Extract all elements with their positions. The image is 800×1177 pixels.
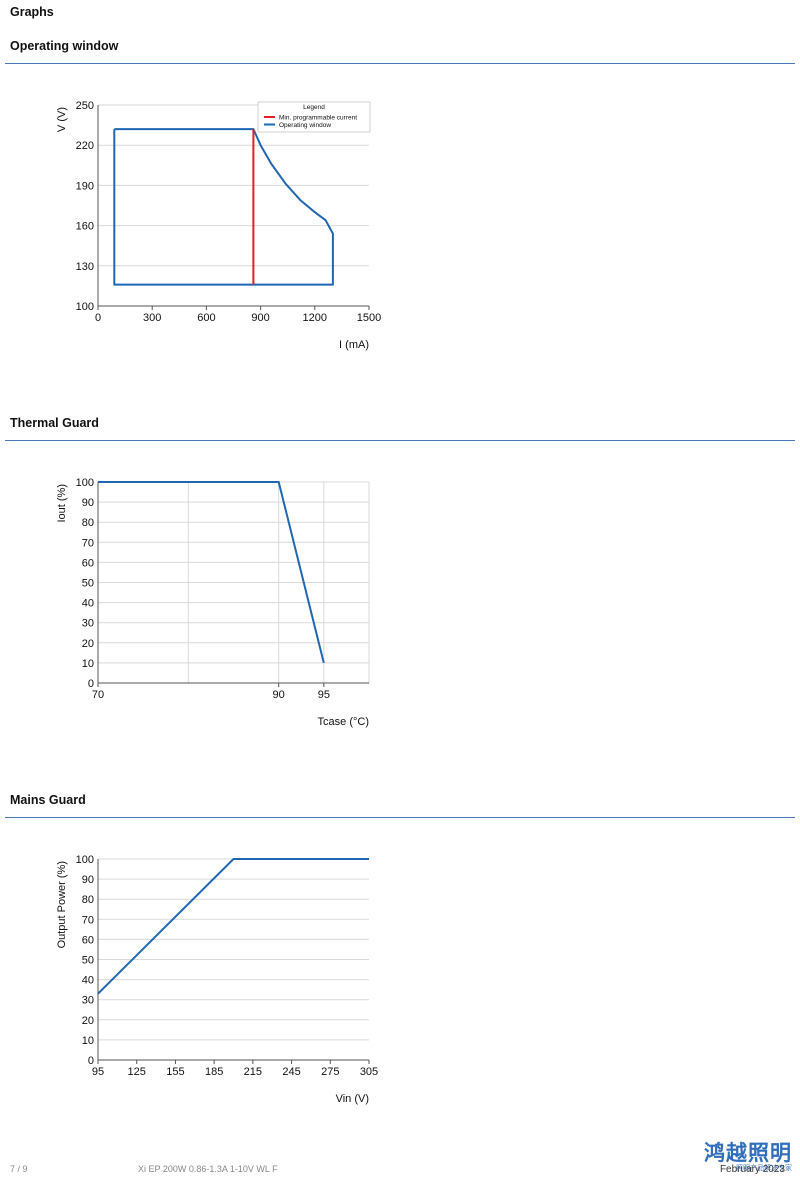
y-tick-label: 10 <box>82 658 94 670</box>
y-tick-label: 50 <box>82 578 94 590</box>
section-divider <box>5 817 795 818</box>
x-tick-label: 95 <box>318 689 330 701</box>
x-tick-label: 1200 <box>303 312 327 324</box>
y-tick-label: 190 <box>76 180 94 192</box>
x-tick-label: 1500 <box>357 312 381 324</box>
footer-product-name: Xi EP 200W 0.86-1.3A 1-10V WL F <box>138 1164 278 1174</box>
y-tick-label: 50 <box>82 955 94 967</box>
y-tick-label: 100 <box>76 854 94 866</box>
y-tick-label: 70 <box>82 537 94 549</box>
x-axis-label: I (mA) <box>339 339 369 351</box>
y-tick-label: 70 <box>82 914 94 926</box>
y-tick-label: 100 <box>76 477 94 489</box>
thermal-guard-chart: 0 10 20 30 40 50 60 70 80 90 100 70 90 95 Tcase (°C) Io… <box>56 477 370 728</box>
legend-entry-label: Operating window <box>279 122 331 129</box>
y-tick-label: 60 <box>82 934 94 946</box>
watermark-sub-text: 照明产品解决专家 <box>736 1164 792 1172</box>
footer-date: February 2023 <box>719 1164 785 1175</box>
y-tick-label: 80 <box>82 517 94 529</box>
x-tick-label: 0 <box>95 312 101 324</box>
y-tick-label: 130 <box>76 261 94 273</box>
x-tick-label: 125 <box>128 1066 146 1078</box>
series-line <box>98 481 325 664</box>
x-tick-label: 90 <box>273 689 285 701</box>
series-line <box>113 128 334 286</box>
x-tick-label: 185 <box>205 1066 223 1078</box>
x-tick-label: 300 <box>143 312 161 324</box>
x-tick-label: 215 <box>244 1066 262 1078</box>
x-tick-label: 155 <box>166 1066 184 1078</box>
y-tick-label: 90 <box>82 874 94 886</box>
x-tick-label: 600 <box>197 312 215 324</box>
section-divider <box>5 440 795 441</box>
section-divider <box>5 63 795 64</box>
y-tick-label: 60 <box>82 557 94 569</box>
page-heading: Graphs <box>10 5 54 19</box>
x-tick-label: 900 <box>251 312 269 324</box>
x-axis-label: Tcase (°C) <box>318 716 369 728</box>
y-tick-label: 20 <box>82 1015 94 1027</box>
footer-page-number: 7 / 9 <box>10 1164 28 1174</box>
y-tick-label: 20 <box>82 638 94 650</box>
y-axis-label: V (V) <box>56 107 68 132</box>
y-tick-label: 100 <box>76 301 94 313</box>
legend-box <box>257 101 371 133</box>
y-tick-label: 30 <box>82 995 94 1007</box>
y-axis-label: Iout (%) <box>56 484 68 523</box>
x-tick-label: 275 <box>321 1066 339 1078</box>
y-tick-label: 250 <box>76 100 94 112</box>
y-tick-label: 0 <box>88 678 94 690</box>
operating-window-chart: 100 130 160 190 220 250 0 300 600 900 1200 1500 I (m… <box>56 100 381 351</box>
x-axis-label: Vin (V) <box>336 1093 369 1105</box>
y-tick-label: 40 <box>82 598 94 610</box>
x-tick-label: 305 <box>360 1066 378 1078</box>
x-tick-label: 95 <box>92 1066 104 1078</box>
y-tick-label: 160 <box>76 221 94 233</box>
x-tick-label: 70 <box>92 689 104 701</box>
y-tick-label: 40 <box>82 975 94 987</box>
legend-title: Legend <box>303 104 325 111</box>
section-title-mains-guard: Mains Guard <box>10 793 86 807</box>
x-tick-label: 245 <box>282 1066 300 1078</box>
watermark-logo: 鸿越照明 照明产品解决专家 <box>704 1142 792 1172</box>
legend-entry-label: Min. programmable current <box>279 114 357 121</box>
watermark-main-text: 鸿越照明 <box>704 1141 792 1165</box>
section-title-operating-window: Operating window <box>10 39 119 53</box>
y-tick-label: 80 <box>82 894 94 906</box>
y-tick-label: 220 <box>76 140 94 152</box>
y-tick-label: 10 <box>82 1035 94 1047</box>
y-tick-label: 90 <box>82 497 94 509</box>
y-axis-label: Output Power (%) <box>56 861 68 948</box>
y-tick-label: 30 <box>82 618 94 630</box>
mains-guard-chart: 0 10 20 30 40 50 60 70 80 90 100 95 125 155 185 215 245 2… <box>56 854 378 1105</box>
series-line <box>97 858 369 995</box>
section-title-thermal-guard: Thermal Guard <box>10 416 99 430</box>
y-tick-label: 0 <box>88 1055 94 1067</box>
